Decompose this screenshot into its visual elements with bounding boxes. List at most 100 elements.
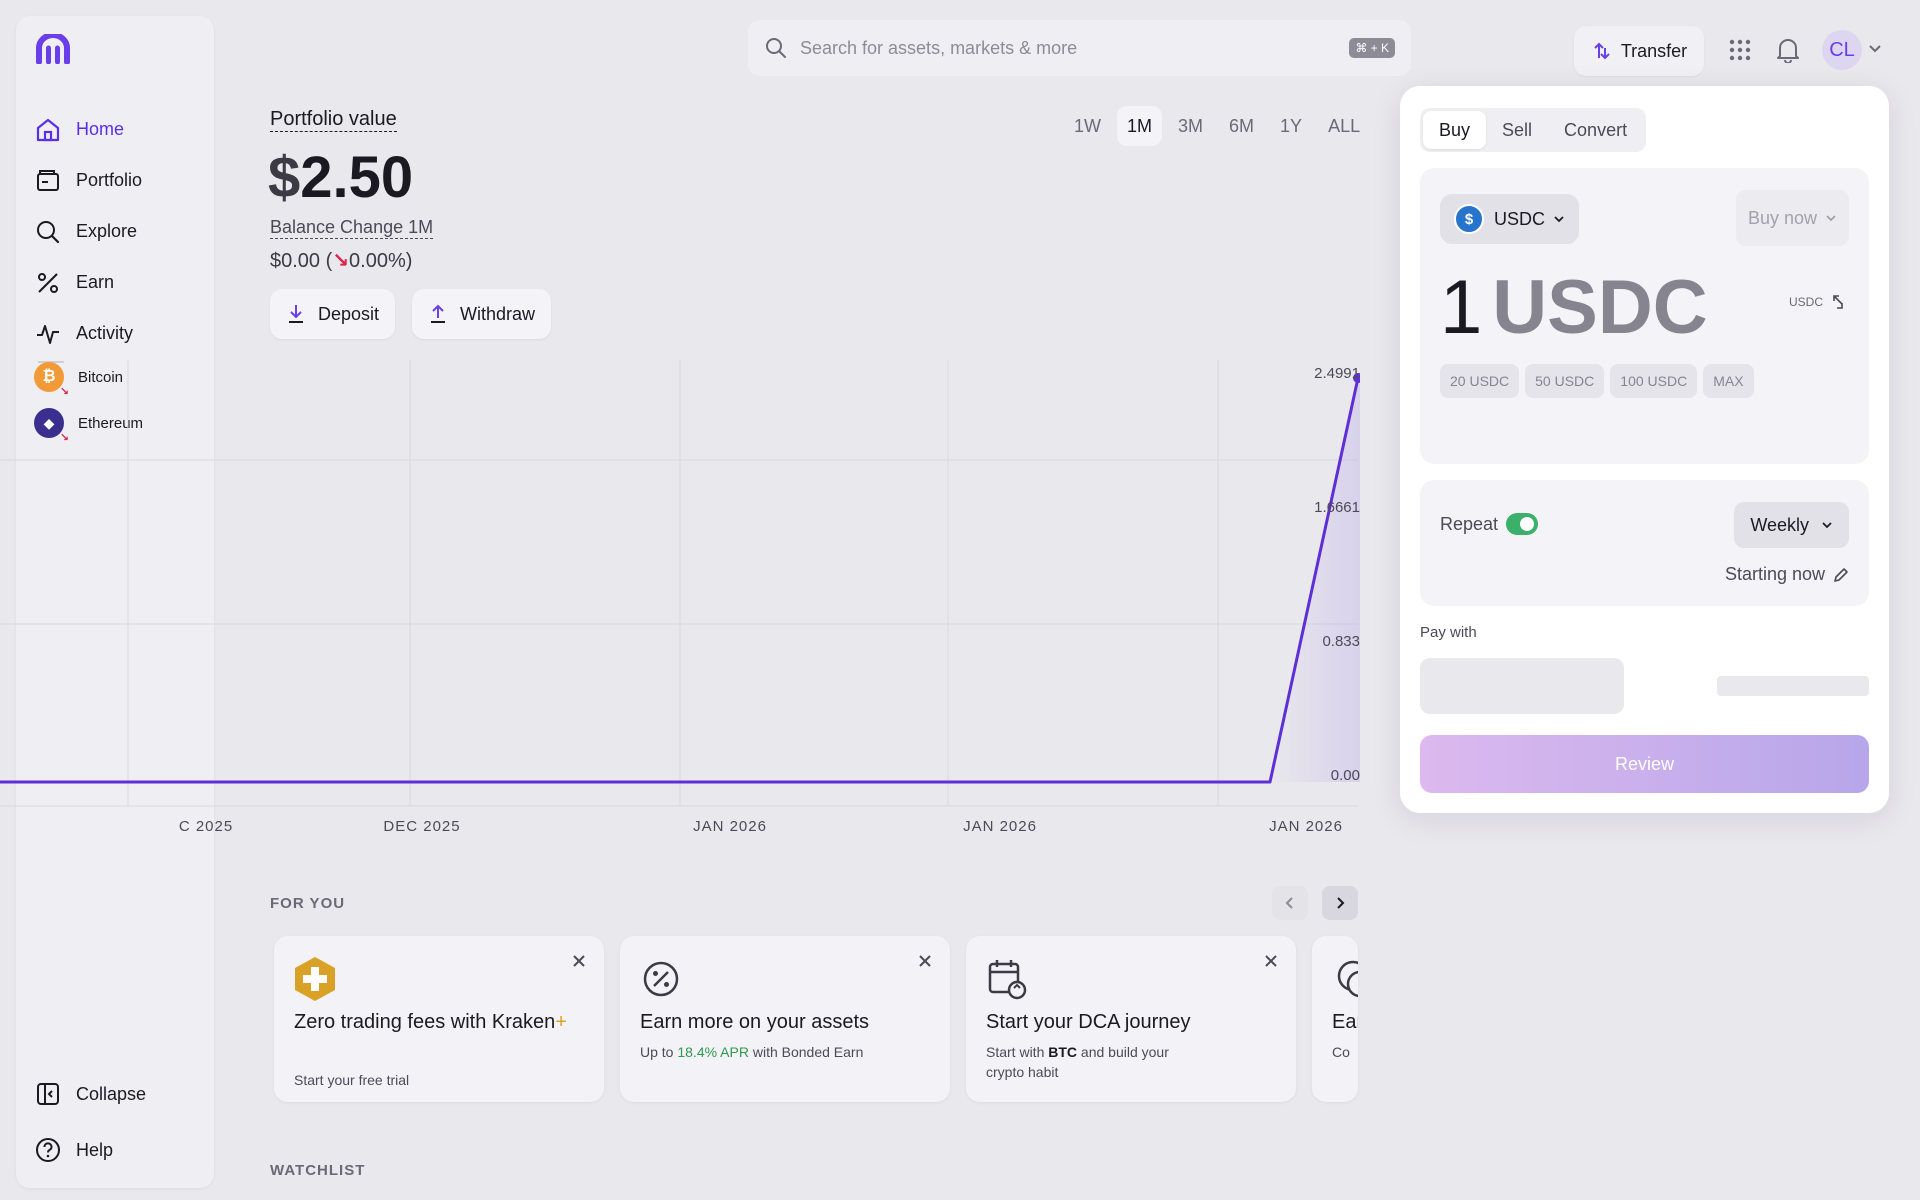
promo-card-kraken-plus[interactable]: Zero trading fees with Kraken+ Start you… [274,936,604,1102]
chart-x-tick-label: DEC 2025 [383,818,460,835]
sidebar: Home Portfolio Explore Earn Activity [16,16,214,1188]
promo-card-partial[interactable]: Ear Co [1312,936,1358,1102]
home-icon [34,116,62,144]
deposit-button[interactable]: Deposit [270,289,396,339]
chevron-down-icon [1825,212,1837,224]
carousel-prev-button[interactable] [1272,886,1308,920]
payment-balance-placeholder [1717,676,1869,696]
range-tab-1y[interactable]: 1Y [1280,115,1303,136]
chart-end-point [1353,373,1360,383]
sidebar-nav: Home Portfolio Explore Earn Activity [34,104,204,359]
search-bar[interactable]: ⌘ + K [748,20,1411,76]
sidebar-item-label: Activity [76,323,134,343]
sidebar-asset-bitcoin[interactable]: ₿ ↘ Bitcoin [34,362,123,398]
review-button[interactable]: Review [1420,735,1869,793]
pay-with-label: Pay with [1420,624,1477,641]
promo-card-earn[interactable]: Earn more on your assets Up to 18.4% APR… [620,936,950,1102]
chart-series-line [0,377,1360,784]
chip-20-usdc[interactable]: 20 USDC [1440,364,1520,398]
quick-amount-chips: 20 USDC 50 USDC 100 USDC MAX [1440,364,1760,398]
repeat-label: Repeat [1440,514,1499,534]
promo-card-dca[interactable]: Start your DCA journey Start with BTC an… [966,936,1296,1102]
promo-subtitle: Up to 18.4% APR with Bonded Earn [640,1044,864,1060]
withdraw-button[interactable]: Withdraw [412,289,552,339]
tab-buy[interactable]: Buy [1423,111,1487,149]
calendar-repeat-icon [988,960,1027,1000]
chart-x-tick-label: JAN 2026 [1269,818,1343,835]
sidebar-item-label: Home [76,119,125,139]
wallet-icon [34,167,62,195]
sidebar-item-activity[interactable]: Activity [34,308,204,359]
portfolio-value-label[interactable]: Portfolio value [270,108,397,132]
swap-unit-button[interactable]: USDC [1789,294,1845,310]
transfer-icon [1591,40,1611,62]
sidebar-item-home[interactable]: Home [34,104,204,155]
frequency-select[interactable]: Weekly [1734,502,1849,548]
apps-grid-icon[interactable] [1726,36,1754,64]
avatar[interactable]: CL [1822,30,1862,70]
range-tab-3m[interactable]: 3M [1178,115,1204,136]
kraken-logo-icon[interactable] [36,34,70,64]
sidebar-item-label: Explore [76,221,138,241]
chevron-right-icon [1337,897,1345,909]
plus-badge-icon [295,957,335,1001]
chart-y-tick-label: 2.4991 [1314,365,1360,382]
sidebar-item-label: Portfolio [76,170,143,190]
trade-panel: Buy Sell Convert $ USDC Buy now 1 USDC U… [1400,86,1889,813]
asset-selector[interactable]: $ USDC [1440,194,1580,244]
chip-50-usdc[interactable]: 50 USDC [1525,364,1605,398]
chevron-down-icon[interactable] [1868,42,1882,56]
percent-icon [34,269,62,297]
usdc-icon: $ [1454,204,1484,234]
range-tab-all[interactable]: ALL [1328,115,1361,136]
shortcut-badge: ⌘ + K [1349,38,1395,58]
close-icon[interactable] [1260,950,1282,972]
tab-convert[interactable]: Convert [1564,119,1628,140]
order-type-select[interactable]: Buy now [1735,190,1849,246]
range-tab-6m[interactable]: 6M [1229,115,1255,136]
trade-tabs: Buy Sell Convert [1420,108,1647,152]
amount-input[interactable]: 1 USDC [1440,265,1708,350]
repeat-box: Repeat Weekly Starting now [1420,480,1869,606]
time-range-tabs: 1W 1M 3M 6M 1Y ALL [1064,106,1376,146]
chip-max[interactable]: MAX [1703,364,1754,398]
range-tab-1m[interactable]: 1M [1117,106,1163,146]
sidebar-item-label: Earn [76,272,115,292]
help-button[interactable]: Help [34,1136,204,1164]
promo-title: Ear [1332,1011,1358,1033]
close-icon[interactable] [914,950,936,972]
carousel-next-button[interactable] [1322,886,1358,920]
search-input[interactable] [800,37,1350,59]
start-date-button[interactable]: Starting now [1725,564,1849,585]
balance-change-value: $0.00 (↘0.00%) [270,250,413,272]
down-arrow-icon: ↘ [332,250,350,272]
portfolio-chart[interactable]: 2.4991 1.6661 0.833 0.00 C 2025 DEC 2025 JAN … [0,360,1360,840]
collapse-button[interactable]: Collapse [34,1080,204,1108]
transfer-button[interactable]: Transfer [1574,26,1704,76]
sidebar-item-explore[interactable]: Explore [34,206,204,257]
coin-stack-icon [1337,960,1358,998]
repeat-toggle[interactable] [1506,513,1538,535]
close-icon[interactable] [568,950,590,972]
chip-100-usdc[interactable]: 100 USDC [1610,364,1698,398]
chart-y-tick-label: 1.6661 [1314,499,1360,516]
range-tab-1w[interactable]: 1W [1074,115,1101,136]
promo-subtitle: Start with BTC and build your crypto hab… [986,1044,1169,1080]
chevron-left-icon [1285,897,1293,909]
tab-sell[interactable]: Sell [1502,119,1533,140]
sidebar-item-earn[interactable]: Earn [34,257,204,308]
sidebar-asset-label: Ethereum [78,414,144,432]
search-icon [766,38,786,58]
chart-x-tick-label: JAN 2026 [963,818,1037,835]
payment-method-placeholder[interactable] [1420,658,1624,714]
chart-y-tick-label: 0.00 [1331,767,1360,784]
bell-icon[interactable] [1774,36,1802,64]
balance-change-label[interactable]: Balance Change 1M [270,217,434,239]
sidebar-asset-ethereum[interactable]: ◆ ↘ Ethereum [34,408,144,444]
down-arrow-icon: ↘ [59,432,69,444]
promo-subtitle: Start your free trial [294,1072,410,1088]
chevron-down-icon [1553,213,1565,225]
sidebar-item-portfolio[interactable]: Portfolio [34,155,204,206]
chart-x-ticks: C 2025 DEC 2025 JAN 2026 JAN 2026 JAN 2026 [179,818,1343,835]
ethereum-icon: ◆ ↘ [34,408,69,444]
